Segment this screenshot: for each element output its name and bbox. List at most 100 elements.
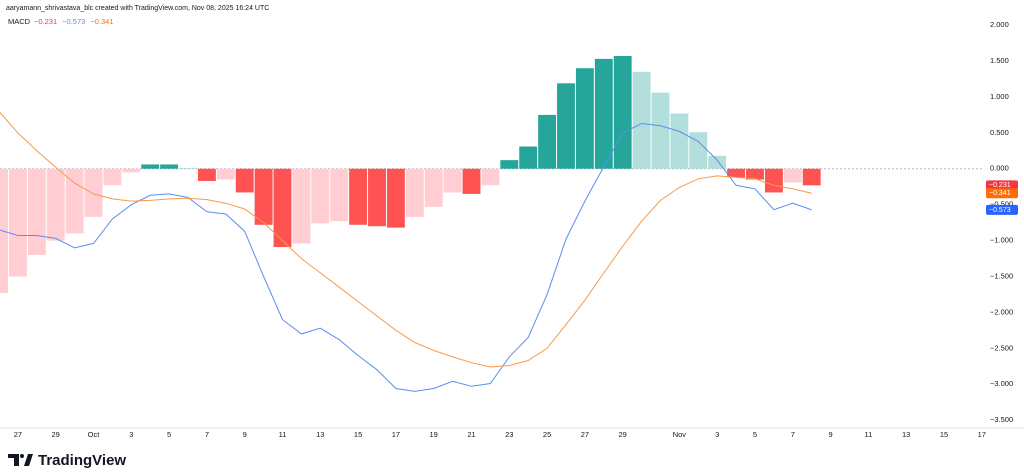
histogram-bar <box>46 168 65 241</box>
x-tick-label: 15 <box>354 430 362 439</box>
histogram-bar <box>764 168 783 193</box>
x-tick-label: 3 <box>129 430 133 439</box>
x-tick-label: 13 <box>902 430 910 439</box>
y-tick-label: −1.500 <box>990 271 1013 280</box>
histogram-bar <box>160 164 179 169</box>
x-tick-label: Nov <box>673 430 687 439</box>
price-tag-label: −0.231 <box>989 182 1011 189</box>
price-tag-label: −0.573 <box>989 207 1011 214</box>
x-tick-label: 19 <box>430 430 438 439</box>
logo-shape <box>24 454 33 466</box>
y-tick-label: −3.000 <box>990 379 1013 388</box>
histogram-bar <box>405 168 424 217</box>
y-tick-label: 0.000 <box>990 164 1009 173</box>
histogram-bar <box>103 168 122 186</box>
histogram-bar <box>481 168 500 186</box>
histogram-bar <box>65 168 84 234</box>
brand-name: TradingView <box>38 452 126 469</box>
histogram-bar <box>651 92 670 169</box>
price-tag <box>986 204 1018 215</box>
price-tag-label: −0.341 <box>989 190 1011 197</box>
y-tick-label: 2.000 <box>990 20 1009 29</box>
brand-logo <box>8 454 33 466</box>
histogram-bar <box>802 168 821 186</box>
x-tick-label: 7 <box>791 430 795 439</box>
x-tick-label: 9 <box>829 430 833 439</box>
logo-dot <box>20 454 24 458</box>
x-tick-label: 21 <box>467 430 475 439</box>
histogram-bar <box>235 168 254 193</box>
histogram-bar <box>746 168 764 180</box>
histogram-bar <box>519 146 538 169</box>
y-tick-label: −2.000 <box>990 307 1013 316</box>
histogram-bar <box>613 56 632 169</box>
histogram-bar <box>538 114 557 169</box>
legend: MACD −0.231 −0.573 −0.341 <box>8 17 113 26</box>
histogram-bar <box>197 168 216 181</box>
histogram-bar <box>462 168 481 194</box>
header: aaryamann_shrivastava_blc created with T… <box>6 5 269 12</box>
price-tag <box>986 180 1018 191</box>
histogram-bar <box>292 168 311 244</box>
histogram-bar <box>179 168 197 169</box>
legend-value: −0.573 <box>62 17 85 26</box>
histogram-bar <box>783 168 802 183</box>
x-tick-label: 23 <box>505 430 513 439</box>
y-tick-label: 0.500 <box>990 128 1009 137</box>
histogram-bar <box>575 68 594 169</box>
histogram-bar <box>632 71 651 169</box>
x-tick-label: 3 <box>715 430 719 439</box>
histogram-bar <box>84 168 103 217</box>
y-tick-label: −1.000 <box>990 236 1013 245</box>
x-tick-label: 27 <box>14 430 22 439</box>
y-tick-label: −0.500 <box>990 200 1013 209</box>
x-tick-label: 29 <box>619 430 627 439</box>
histogram-bar <box>594 58 613 169</box>
x-tick-label: Oct <box>88 430 101 439</box>
x-tick-label: 13 <box>316 430 324 439</box>
x-tick-label: 5 <box>753 430 757 439</box>
legend-value: −0.231 <box>34 17 57 26</box>
x-tick-label: 11 <box>865 430 873 439</box>
x-tick-label: 17 <box>392 430 400 439</box>
histogram-bar <box>273 168 292 248</box>
x-tick-label: 9 <box>243 430 247 439</box>
histogram-bar <box>141 164 160 169</box>
price-tag <box>986 188 1018 199</box>
histogram-bar <box>330 168 349 222</box>
x-tick-label: 5 <box>167 430 171 439</box>
histogram-bar <box>27 168 46 255</box>
indicator-line <box>0 122 812 392</box>
histogram-bar <box>122 168 141 173</box>
histogram-bar <box>311 168 330 224</box>
histogram-bar <box>443 168 462 193</box>
histogram-bar <box>216 168 235 180</box>
x-tick-label: 25 <box>543 430 551 439</box>
histogram-bar <box>500 160 519 169</box>
histogram-bar <box>424 168 443 207</box>
histogram-bar <box>254 168 273 225</box>
x-tick-label: 15 <box>940 430 948 439</box>
y-tick-label: 1.500 <box>990 56 1009 65</box>
histogram-bar <box>349 168 368 225</box>
histogram-bar <box>386 168 405 228</box>
x-tick-label: 29 <box>52 430 60 439</box>
histogram-bar <box>8 168 27 277</box>
histogram-bar <box>708 155 727 169</box>
x-tick-label: 17 <box>978 430 986 439</box>
y-tick-label: 1.000 <box>990 92 1009 101</box>
histogram-bar <box>727 168 746 178</box>
logo-shape <box>8 454 19 466</box>
y-tick-label: −2.500 <box>990 343 1013 352</box>
indicator-line <box>0 111 812 368</box>
y-tick-label: −3.500 <box>990 415 1013 424</box>
histogram-bar <box>689 132 708 169</box>
histogram-bar <box>557 83 575 169</box>
histogram-bar <box>368 168 386 227</box>
x-tick-label: 11 <box>279 430 287 439</box>
legend-indicator: MACD <box>8 17 31 26</box>
plot-area <box>0 56 983 392</box>
legend-value: −0.341 <box>90 17 113 26</box>
x-tick-label: 27 <box>581 430 589 439</box>
